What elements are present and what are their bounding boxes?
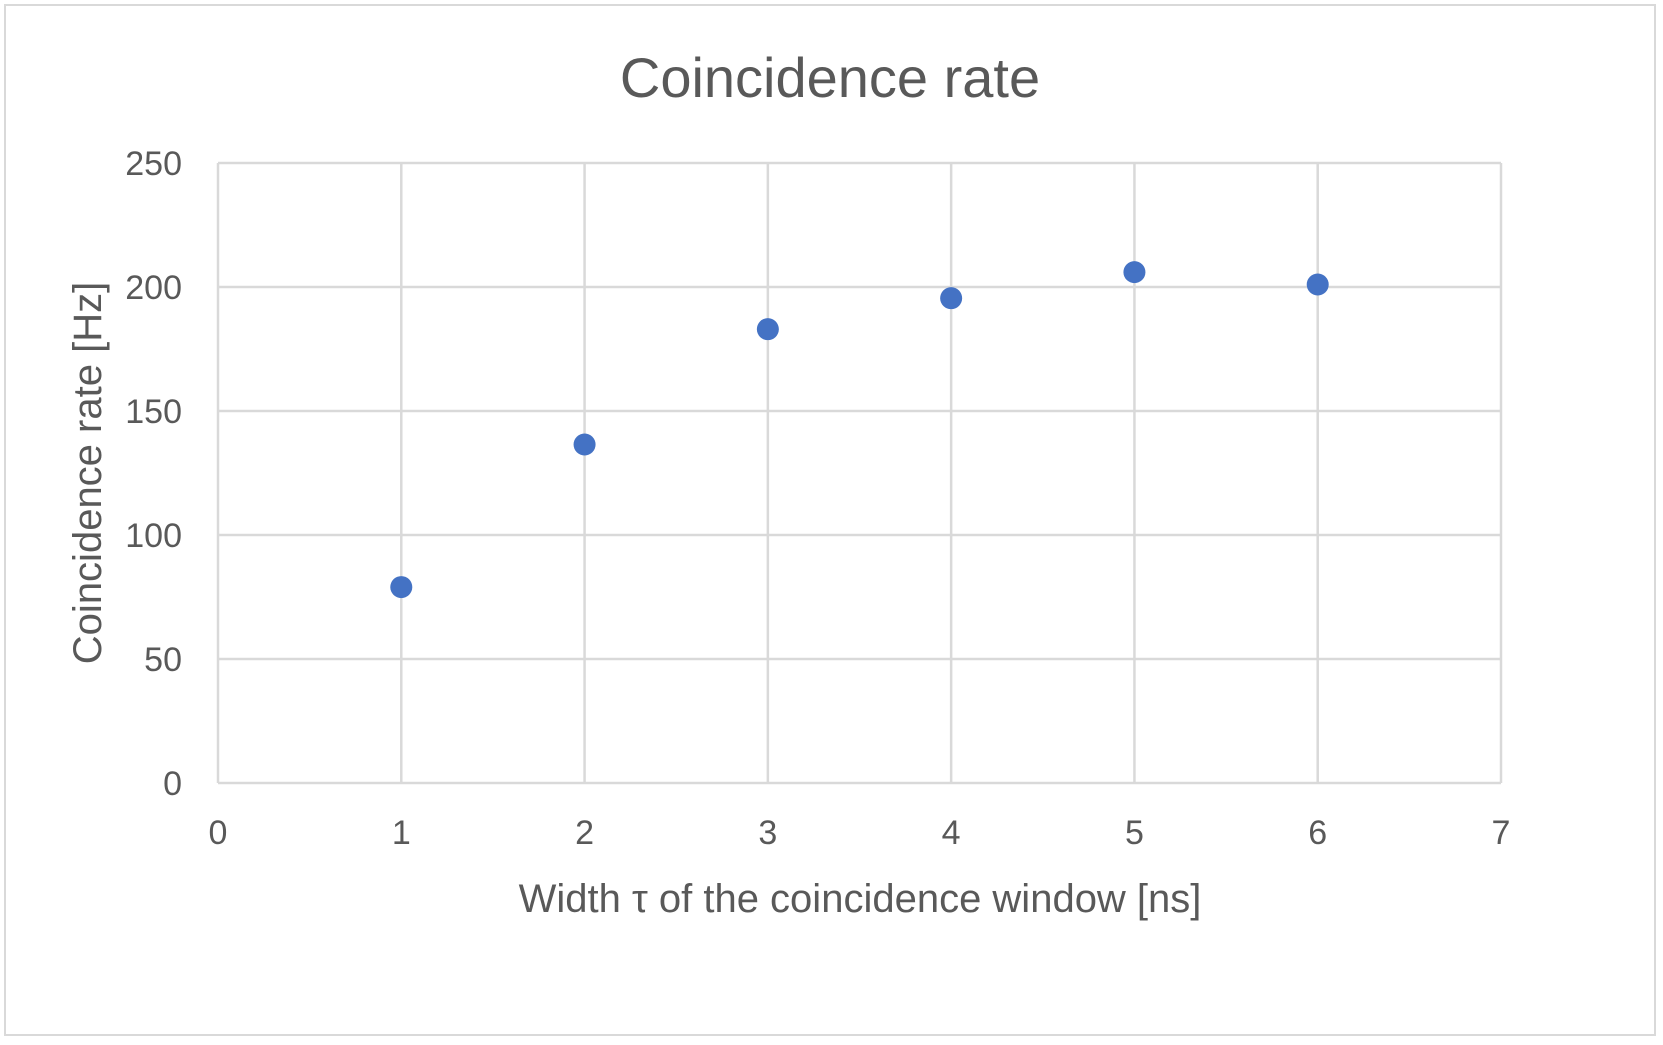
y-axis-ticks: 0 50 100 150 200 250 (125, 145, 182, 803)
y-tick-label: 50 (144, 641, 182, 679)
y-tick-label: 100 (125, 517, 182, 555)
x-axis-ticks: 0 1 2 3 4 5 6 7 (209, 814, 1511, 852)
x-tick-label: 7 (1492, 814, 1511, 852)
x-tick-label: 3 (758, 814, 777, 852)
data-point (756, 318, 779, 341)
data-point (1306, 273, 1329, 296)
data-point (390, 576, 413, 599)
x-tick-label: 1 (392, 814, 411, 852)
x-axis-label: Width τ of the coincidence window [ns] (519, 877, 1202, 921)
chart-frame (4, 4, 1656, 1036)
data-points (390, 261, 1329, 599)
y-axis-label: Coincidence rate [Hz] (66, 282, 110, 664)
y-tick-label: 250 (125, 145, 182, 183)
gridlines (216, 161, 1503, 785)
x-tick-label: 0 (209, 814, 228, 852)
x-tick-label: 5 (1125, 814, 1144, 852)
y-tick-label: 0 (163, 765, 182, 803)
y-tick-label: 200 (125, 269, 182, 307)
x-tick-label: 4 (942, 814, 961, 852)
x-tick-label: 2 (575, 814, 594, 852)
x-tick-label: 6 (1308, 814, 1327, 852)
data-point (1123, 261, 1146, 284)
chart-title: Coincidence rate (620, 46, 1040, 109)
data-point (940, 287, 963, 310)
y-tick-label: 150 (125, 393, 182, 431)
data-point (573, 433, 596, 456)
